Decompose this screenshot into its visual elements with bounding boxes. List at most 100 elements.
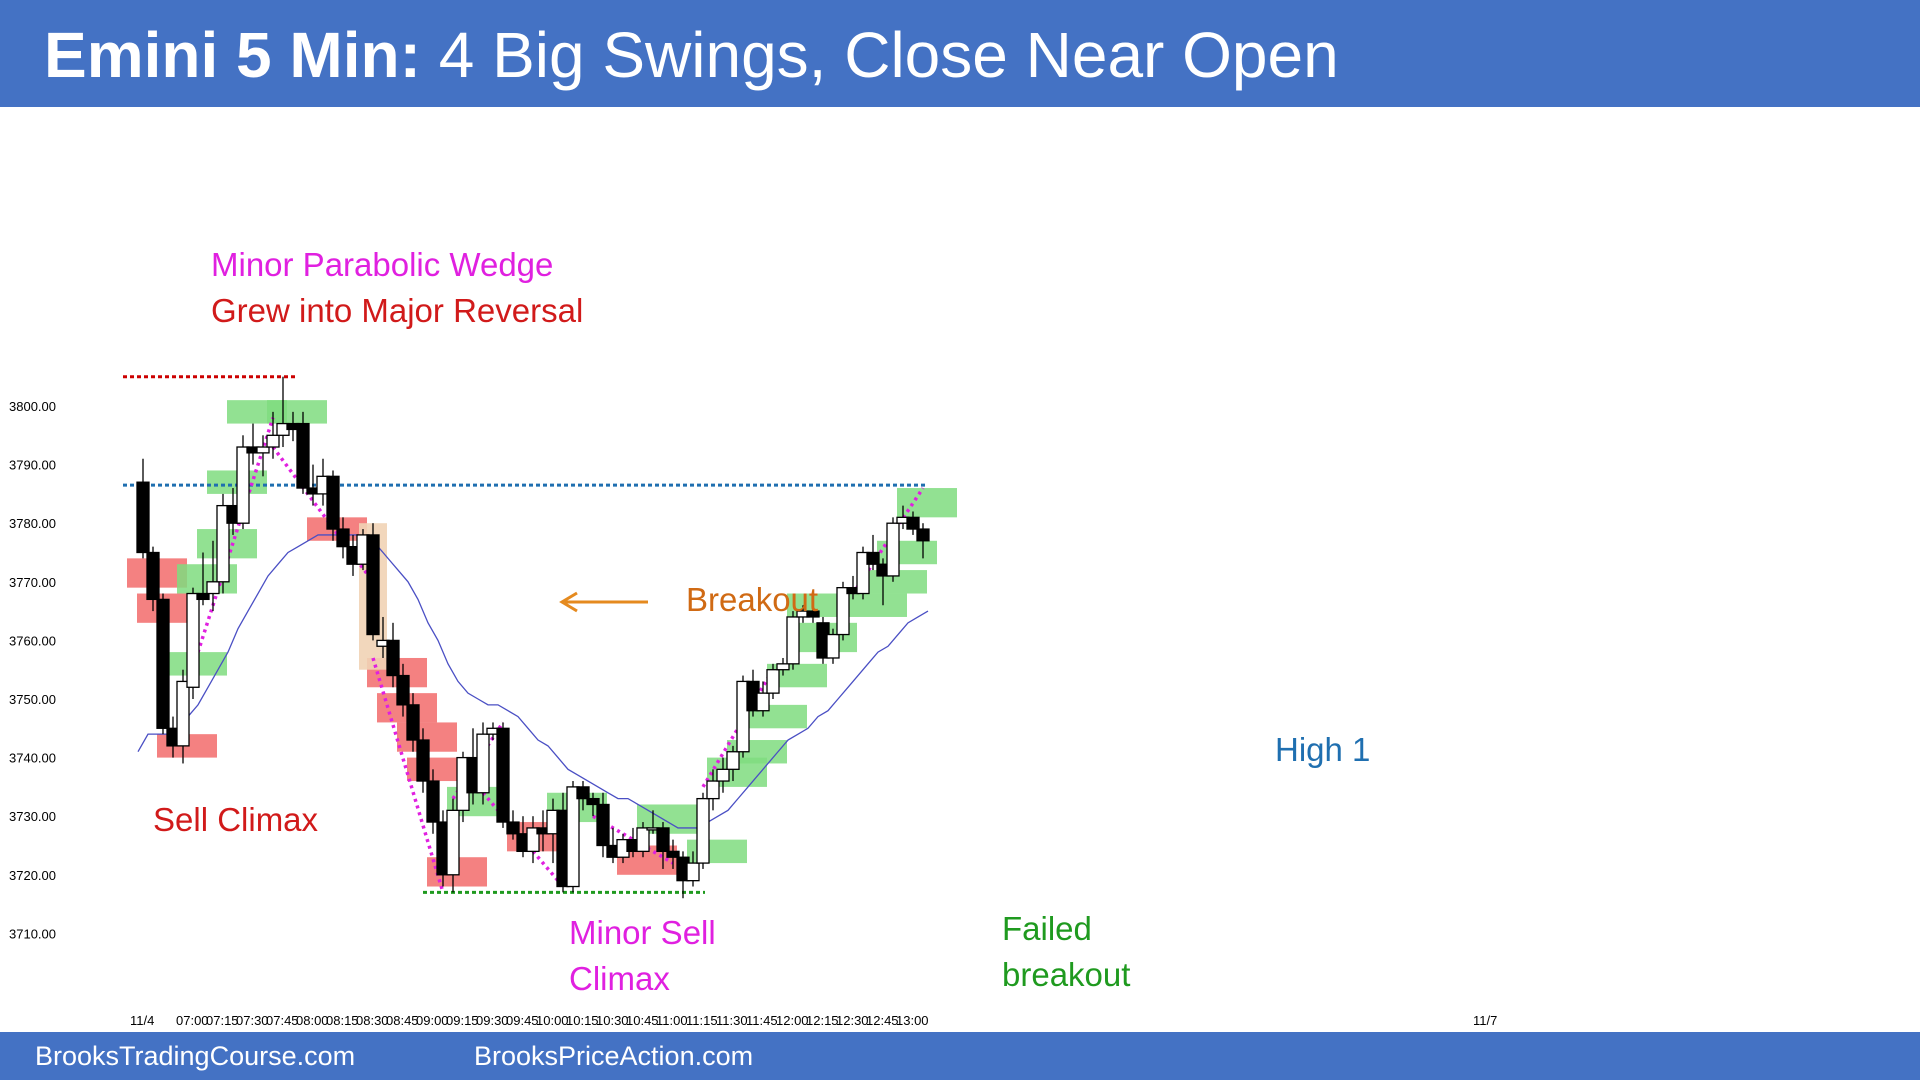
bear-candle [506, 821, 520, 835]
bull-candle [236, 446, 250, 524]
bull-candle [766, 669, 780, 694]
bull-candle [716, 768, 730, 782]
annotation-minor-sell-2: Climax [569, 960, 670, 997]
bull-candle [636, 827, 650, 853]
annotation-breakout: Breakout [686, 581, 818, 618]
bear-candle [146, 551, 160, 601]
x-tick-label: 09:00 [416, 1013, 449, 1028]
bear-candle [576, 786, 590, 800]
bull-candle [206, 581, 220, 595]
x-tick-label: 12:45 [866, 1013, 899, 1028]
bear-candle [666, 850, 680, 858]
x-tick-label: 11:00 [656, 1013, 688, 1028]
x-tick-label: 10:15 [566, 1013, 599, 1028]
annotation-sell-climax: Sell Climax [153, 801, 319, 838]
title-bold: Emini 5 Min: [44, 19, 421, 91]
wedge-trendline [371, 657, 445, 893]
bull-candle [736, 680, 750, 753]
bear-candle [806, 610, 820, 618]
y-tick-label: 3770.00 [9, 575, 56, 590]
y-tick-label: 3800.00 [9, 399, 56, 414]
bull-candle [446, 809, 460, 876]
x-tick-label: 11/7 [1473, 1013, 1497, 1028]
x-tick-label: 11/4 [130, 1013, 154, 1028]
bull-candle [176, 680, 190, 747]
x-tick-label: 11:15 [686, 1013, 718, 1028]
annotation-minor-wedge: Minor Parabolic Wedge [211, 246, 553, 283]
bull-candle [526, 827, 540, 853]
x-tick-label: 09:45 [506, 1013, 539, 1028]
bear-candle [596, 803, 610, 847]
x-tick-label: 09:15 [446, 1013, 479, 1028]
bull-highlight-box [877, 540, 937, 565]
bear-candle [296, 422, 310, 489]
x-tick-label: 10:30 [596, 1013, 629, 1028]
x-tick-label: 12:30 [836, 1013, 869, 1028]
bear-candle [396, 674, 410, 706]
y-tick-label: 3710.00 [9, 926, 56, 941]
x-tick-label: 08:30 [356, 1013, 389, 1028]
bull-candle [476, 733, 490, 794]
x-tick-label: 12:15 [806, 1013, 839, 1028]
bear-candle [156, 598, 170, 729]
y-tick-label: 3780.00 [9, 516, 56, 531]
x-tick-label: 12:00 [776, 1013, 809, 1028]
bull-candle [856, 551, 870, 595]
x-tick-label: 07:15 [206, 1013, 239, 1028]
bull-candle [186, 592, 200, 688]
y-tick-label: 3740.00 [9, 751, 56, 766]
bear-candle [496, 727, 510, 823]
bear-candle [336, 528, 350, 548]
bear-candle [416, 739, 430, 782]
bull-candle [216, 504, 230, 583]
bull-candle [836, 587, 850, 636]
bull-candle [756, 692, 770, 712]
x-tick-label: 07:00 [176, 1013, 209, 1028]
bull-candle [566, 786, 580, 888]
y-tick-label: 3790.00 [9, 458, 56, 473]
bear-candle [916, 528, 930, 542]
bull-candle [696, 797, 710, 864]
bull-candle [706, 780, 720, 800]
bull-highlight-box [687, 839, 747, 864]
annotation-failed-2: breakout [1002, 956, 1130, 993]
bull-candle [266, 434, 280, 448]
x-tick-label: 10:45 [626, 1013, 659, 1028]
wedge-trendline [701, 668, 775, 788]
x-tick-label: 07:30 [236, 1013, 269, 1028]
x-tick-label: 09:30 [476, 1013, 509, 1028]
x-tick-label: 08:45 [386, 1013, 419, 1028]
footer-bar: BrooksTradingCourse.com BrooksPriceActio… [0, 1032, 1920, 1080]
x-tick-label: 13:00 [896, 1013, 929, 1028]
bull-candle [886, 522, 900, 577]
title-rest: 4 Big Swings, Close Near Open [438, 19, 1339, 91]
x-tick-label: 08:00 [296, 1013, 329, 1028]
y-tick-label: 3750.00 [9, 692, 56, 707]
x-tick-label: 07:45 [266, 1013, 299, 1028]
annotation-failed-1: Failed [1002, 910, 1092, 947]
y-tick-label: 3730.00 [9, 809, 56, 824]
bear-candle [196, 592, 210, 601]
x-tick-label: 08:15 [326, 1013, 359, 1028]
x-tick-label: 10:00 [536, 1013, 569, 1028]
bull-candle [686, 862, 700, 882]
bear-candle [656, 827, 670, 853]
bear-candle [326, 475, 340, 530]
bear-candle [366, 534, 380, 636]
x-tick-label: 11:30 [716, 1013, 748, 1028]
footer-link-left[interactable]: BrooksTradingCourse.com [35, 1041, 356, 1071]
bull-highlight-box [267, 400, 327, 424]
bull-candle [826, 633, 840, 659]
candlestick-chart: 3800.00 3790.00 3780.00 3770.00 3760.00 3750.… [9, 246, 1497, 1028]
footer-link-right[interactable]: BrooksPriceAction.com [474, 1041, 754, 1071]
bear-candle [386, 639, 400, 677]
y-tick-label: 3760.00 [9, 633, 56, 648]
breakout-arrow-head-icon [559, 591, 578, 613]
ema-line [137, 534, 929, 829]
bear-candle [906, 516, 920, 530]
bear-candle [866, 551, 880, 565]
page-title: Emini 5 Min: 4 Big Swings, Close Near Op… [44, 18, 1339, 92]
bull-candle [256, 446, 270, 454]
x-tick-label: 11:45 [746, 1013, 778, 1028]
bear-candle [136, 481, 150, 554]
